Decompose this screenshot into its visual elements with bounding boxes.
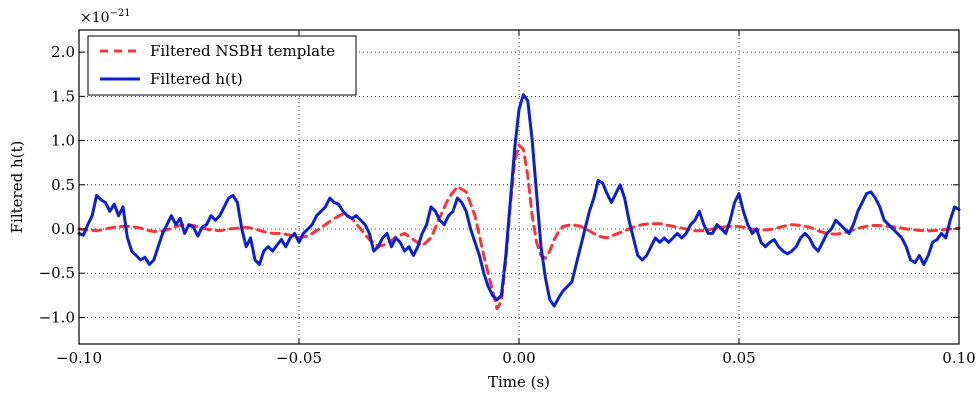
legend: Filtered NSBH template Filtered h(t) xyxy=(87,35,357,96)
ticks: −0.10 −0.05 0.00 0.05 0.10 −1.0 −0.5 0.0 0.5 1.0 1… xyxy=(39,30,976,367)
legend-label-strain: Filtered h(t) xyxy=(150,70,243,88)
x-tick-label: 0.00 xyxy=(502,349,535,367)
y-tick-label: 1.5 xyxy=(51,87,75,105)
y-axis-label: Filtered h(t) xyxy=(8,141,26,234)
x-tick-label: −0.10 xyxy=(56,349,102,367)
legend-box xyxy=(87,35,357,96)
y-scale-label: ×10−21 xyxy=(80,8,131,26)
legend-label-template: Filtered NSBH template xyxy=(150,42,335,60)
series-line-strain xyxy=(77,93,961,308)
y-tick-label: 2.0 xyxy=(51,43,75,61)
x-tick-label: −0.05 xyxy=(276,349,322,367)
series-layer xyxy=(77,93,961,311)
grid xyxy=(78,30,960,344)
y-tick-label: 0.5 xyxy=(51,176,75,194)
y-tick-label: −1.0 xyxy=(39,308,75,326)
x-axis-label: Time (s) xyxy=(488,373,550,391)
x-tick-label: 0.05 xyxy=(722,349,755,367)
y-tick-label: 1.0 xyxy=(51,132,75,150)
x-tick-label: 0.10 xyxy=(942,349,975,367)
y-tick-label: 0.0 xyxy=(51,220,75,238)
series-line-template xyxy=(77,143,961,311)
y-tick-label: −0.5 xyxy=(39,264,75,282)
